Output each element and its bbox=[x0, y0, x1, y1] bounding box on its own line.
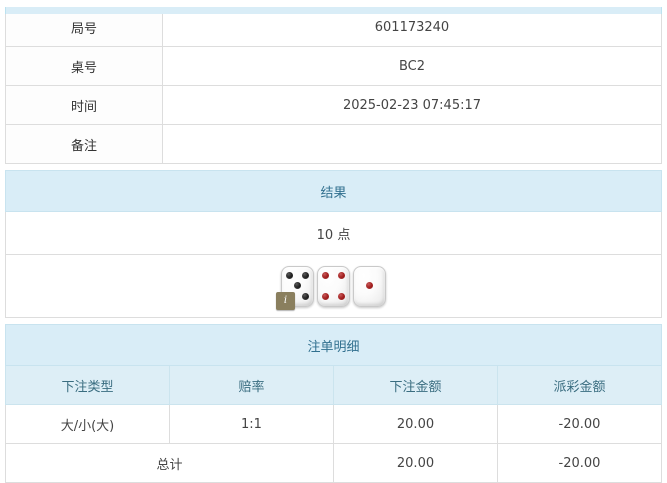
die-pip bbox=[321, 272, 329, 280]
info-value-table-no: BC2 bbox=[162, 46, 662, 86]
table-row: 桌号 BC2 bbox=[5, 46, 662, 86]
info-value-remark bbox=[162, 124, 662, 164]
info-label-remark: 备注 bbox=[5, 124, 163, 164]
cell-total-payout: -20.00 bbox=[497, 443, 662, 483]
column-header-odds: 赔率 bbox=[169, 365, 334, 405]
column-header-bet-amount: 下注金额 bbox=[333, 365, 498, 405]
dice-group: i bbox=[6, 265, 661, 310]
die-pip bbox=[302, 272, 310, 280]
die-2 bbox=[317, 265, 350, 307]
die-pip bbox=[338, 292, 346, 300]
result-dice-row: i bbox=[5, 254, 662, 318]
info-label-time: 时间 bbox=[5, 85, 163, 125]
result-heading-row: 结果 bbox=[5, 170, 662, 212]
die-pip bbox=[285, 272, 293, 280]
table-row: 大/小(大) 1:1 20.00 -20.00 bbox=[5, 404, 662, 444]
result-heading: 结果 bbox=[5, 170, 662, 212]
result-dice-cell: i bbox=[5, 254, 662, 318]
table-row: 时间 2025-02-23 07:45:17 bbox=[5, 85, 662, 125]
result-table: 结果 10 点 i bbox=[5, 170, 662, 318]
die-pip bbox=[293, 282, 301, 290]
die-pip bbox=[338, 272, 346, 280]
round-info-table: 局号 601173240 桌号 BC2 时间 2025-02-23 07:45:… bbox=[5, 7, 662, 164]
table-row: 备注 bbox=[5, 124, 662, 164]
cell-bet-amount: 20.00 bbox=[333, 404, 498, 444]
result-points-row: 10 点 bbox=[5, 211, 662, 255]
info-badge-icon[interactable]: i bbox=[276, 291, 295, 310]
cell-payout: -20.00 bbox=[497, 404, 662, 444]
column-header-payout: 派彩金额 bbox=[497, 365, 662, 405]
info-value-time: 2025-02-23 07:45:17 bbox=[162, 85, 662, 125]
info-label-table-no: 桌号 bbox=[5, 46, 163, 86]
die-pip bbox=[321, 292, 329, 300]
column-header-bet-type: 下注类型 bbox=[5, 365, 170, 405]
bet-detail-heading: 注单明细 bbox=[5, 324, 662, 366]
bet-detail-table: 注单明细 下注类型 赔率 下注金额 派彩金额 大/小(大) 1:1 20.00 … bbox=[5, 324, 662, 483]
result-points-value: 10 点 bbox=[5, 211, 662, 255]
top-blue-strip bbox=[5, 7, 662, 14]
die-3 bbox=[353, 265, 386, 307]
bet-result-page: 局号 601173240 桌号 BC2 时间 2025-02-23 07:45:… bbox=[0, 7, 667, 483]
die-pip bbox=[365, 282, 373, 290]
cell-total-bet-amount: 20.00 bbox=[333, 443, 498, 483]
cell-total-label: 总计 bbox=[5, 443, 334, 483]
die-pip bbox=[302, 292, 310, 300]
die-1: i bbox=[276, 265, 314, 310]
table-row-total: 总计 20.00 -20.00 bbox=[5, 443, 662, 483]
cell-odds: 1:1 bbox=[169, 404, 334, 444]
bet-column-header-row: 下注类型 赔率 下注金额 派彩金额 bbox=[5, 365, 662, 405]
bet-heading-row: 注单明细 bbox=[5, 324, 662, 366]
cell-bet-type: 大/小(大) bbox=[5, 404, 170, 444]
